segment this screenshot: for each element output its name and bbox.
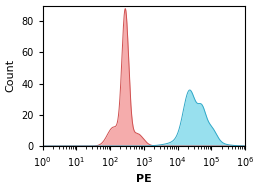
Y-axis label: Count: Count xyxy=(5,59,16,92)
X-axis label: PE: PE xyxy=(136,174,152,184)
